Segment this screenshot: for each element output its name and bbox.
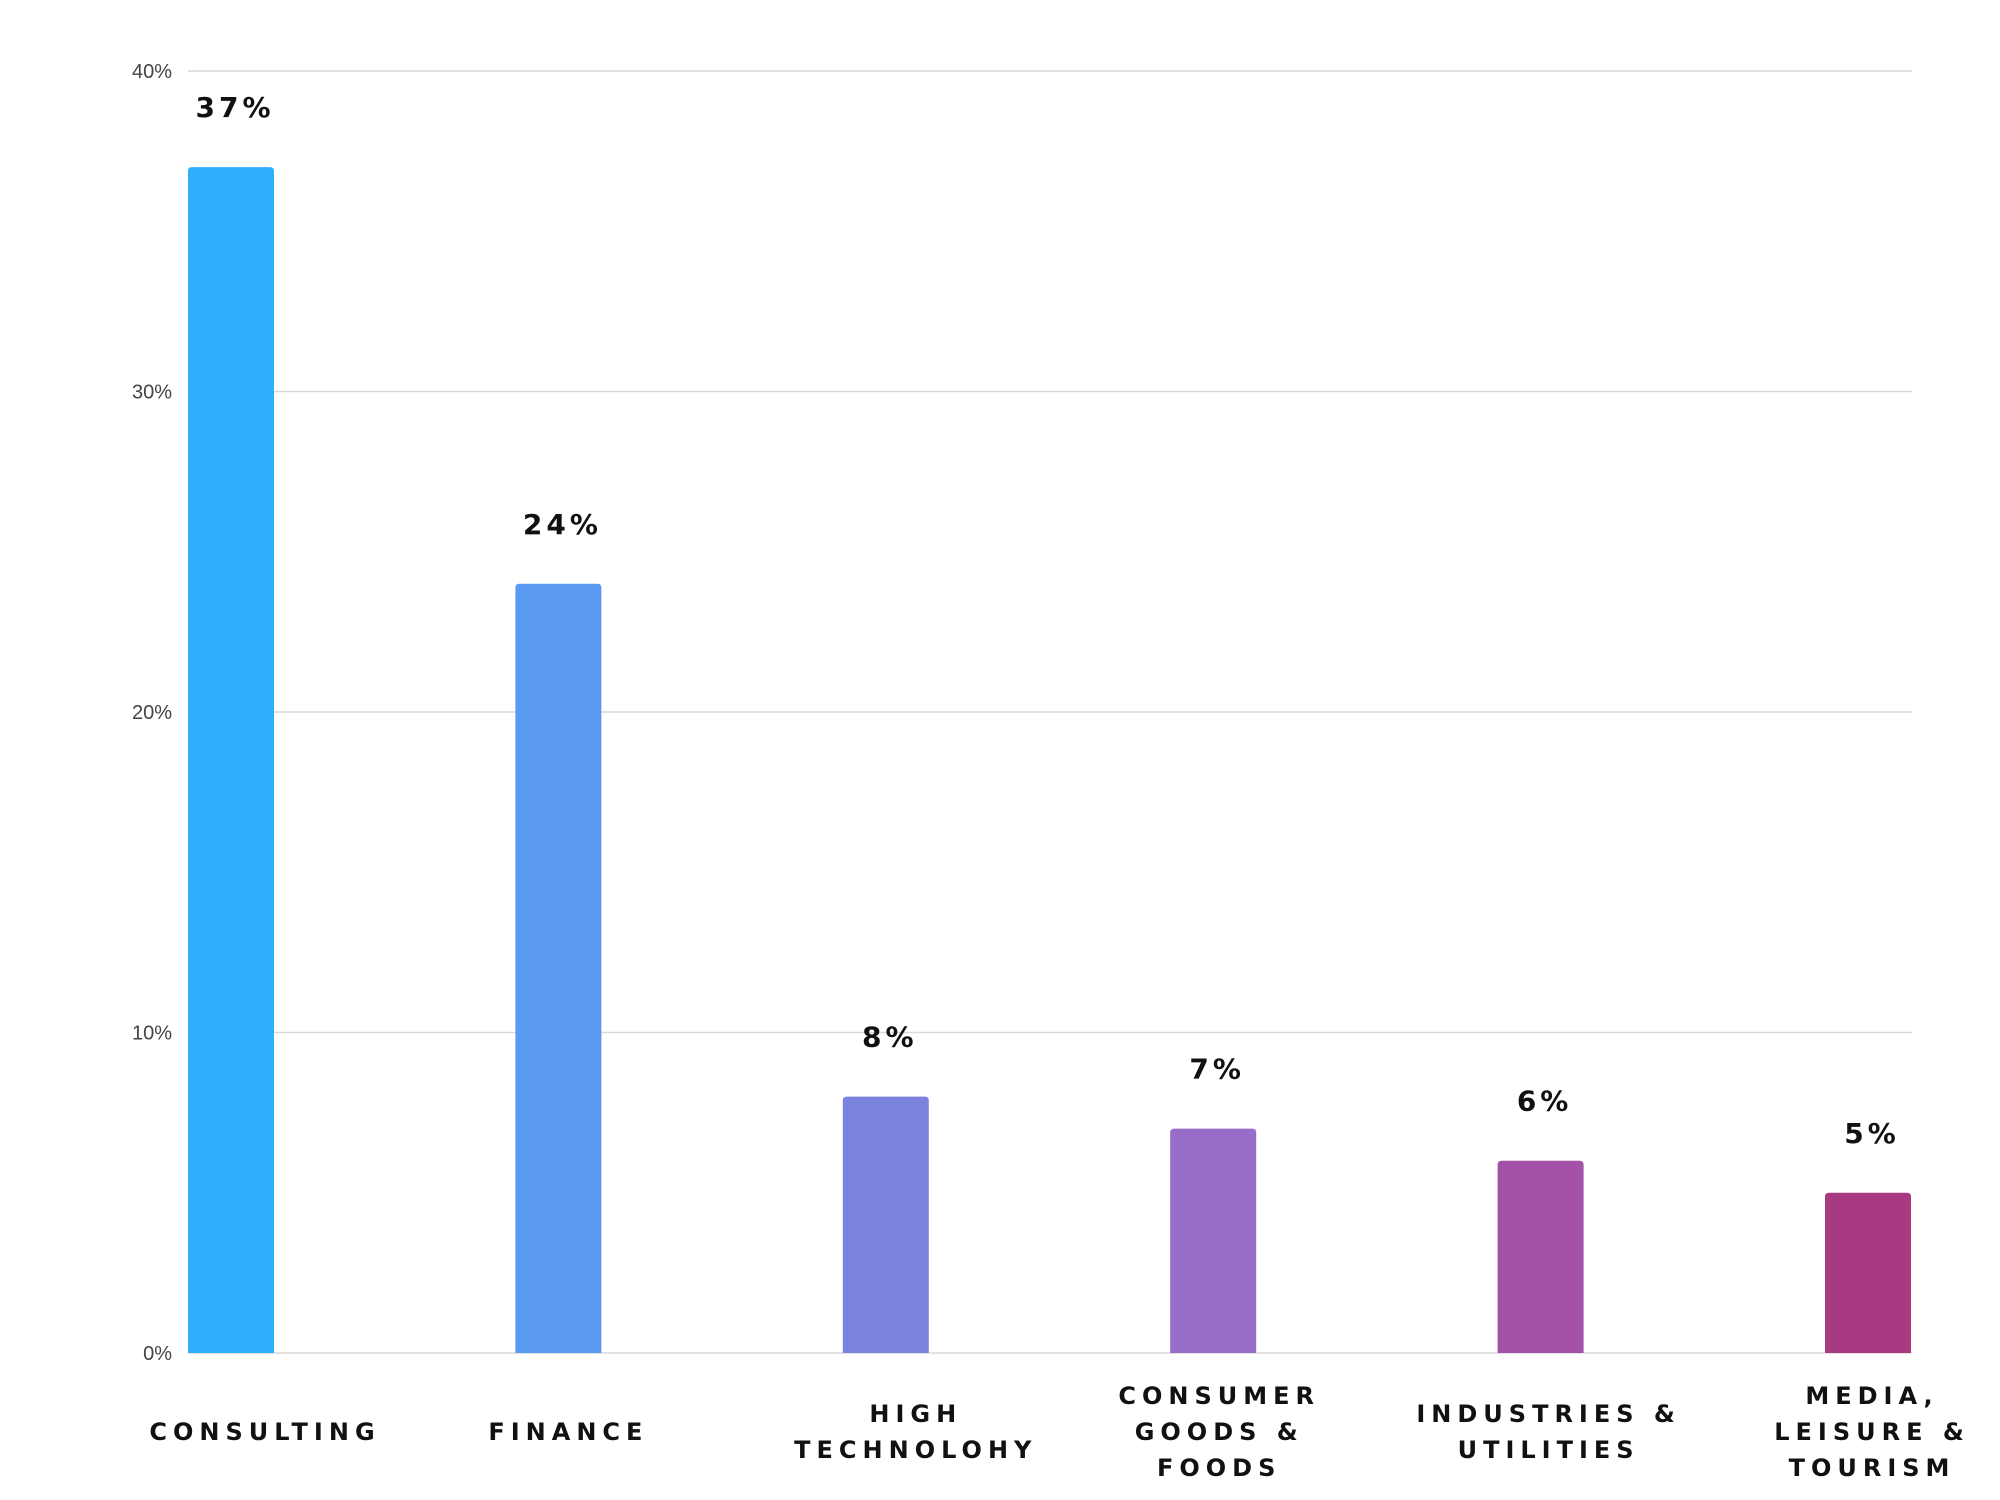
category-label: LEISURE & bbox=[1774, 1418, 1970, 1446]
value-labels: 37% 24% 8% 7% 6% 5% bbox=[195, 91, 1900, 1150]
bar bbox=[1497, 1160, 1584, 1353]
bar-value-label: 7% bbox=[1189, 1053, 1245, 1086]
bar-value-label: 24% bbox=[523, 508, 602, 541]
bar bbox=[188, 167, 274, 1353]
y-tick-label: 20% bbox=[132, 702, 172, 724]
category-labels: CONSULTING FINANCE HIGH TECHNOLOHY CONSUMER G… bbox=[149, 1382, 1970, 1482]
y-tick-label: 40% bbox=[132, 61, 172, 83]
bar bbox=[1170, 1128, 1257, 1353]
bars bbox=[188, 167, 1911, 1353]
category-label: GOODS & bbox=[1135, 1418, 1304, 1446]
category-label: UTILITIES bbox=[1458, 1436, 1640, 1464]
bar-value-label: 6% bbox=[1517, 1085, 1573, 1118]
category-label: INDUSTRIES & bbox=[1416, 1400, 1680, 1428]
category-label: TOURISM bbox=[1789, 1454, 1956, 1482]
bar-value-label: 37% bbox=[195, 91, 274, 124]
category-label: FOODS bbox=[1157, 1454, 1281, 1482]
category-label: CONSULTING bbox=[149, 1418, 380, 1446]
bar-value-label: 8% bbox=[862, 1021, 918, 1054]
category-label: CONSUMER bbox=[1118, 1382, 1320, 1410]
bar bbox=[1825, 1192, 1911, 1353]
bar bbox=[842, 1096, 929, 1353]
category-label: HIGH bbox=[869, 1400, 962, 1428]
bar-value-label: 5% bbox=[1844, 1117, 1900, 1150]
y-tick-label: 30% bbox=[132, 382, 172, 404]
category-label: FINANCE bbox=[488, 1418, 648, 1446]
y-axis-ticks: 0% 10% 20% 30% 40% bbox=[132, 61, 172, 1365]
y-tick-label: 10% bbox=[132, 1023, 172, 1045]
y-tick-label: 0% bbox=[143, 1343, 172, 1365]
category-label: TECHNOLOHY bbox=[794, 1436, 1037, 1464]
bar bbox=[515, 583, 602, 1353]
category-label: MEDIA, bbox=[1805, 1382, 1938, 1410]
grid-lines bbox=[188, 70, 1912, 1354]
